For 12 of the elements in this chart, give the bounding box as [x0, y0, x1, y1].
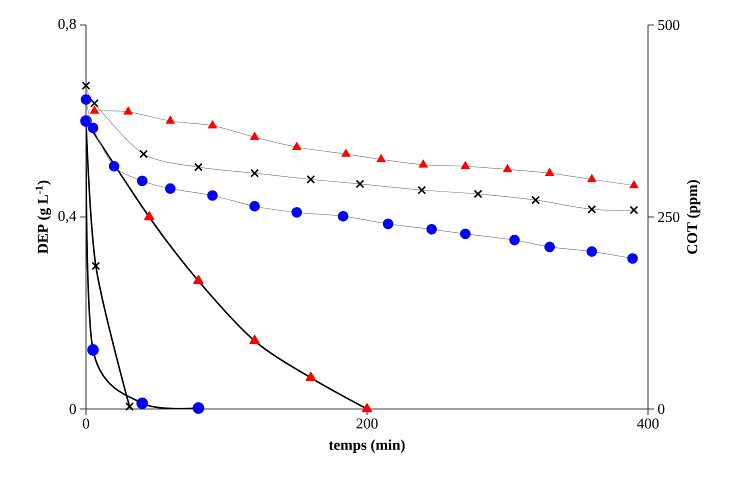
x-tick-label: 200 [356, 418, 378, 429]
y-axis-title: DEP (g L$^{-1}$) [36, 180, 51, 254]
y-tick-label: 0,4 [58, 210, 76, 224]
y2-tick-label: 500 [658, 20, 680, 30]
x-axis-title: temps (min) [328, 439, 405, 453]
y2-axis-title: COT (ppm) [686, 180, 700, 254]
y2-tick-label: 250 [658, 212, 680, 222]
y2-tick-label: 0 [658, 404, 664, 414]
y-tick-label: 0 [70, 404, 76, 414]
y-tick-label: 0,8 [58, 18, 76, 32]
x-tick-label: 0 [82, 418, 90, 429]
x-tick-label: 400 [637, 418, 659, 429]
